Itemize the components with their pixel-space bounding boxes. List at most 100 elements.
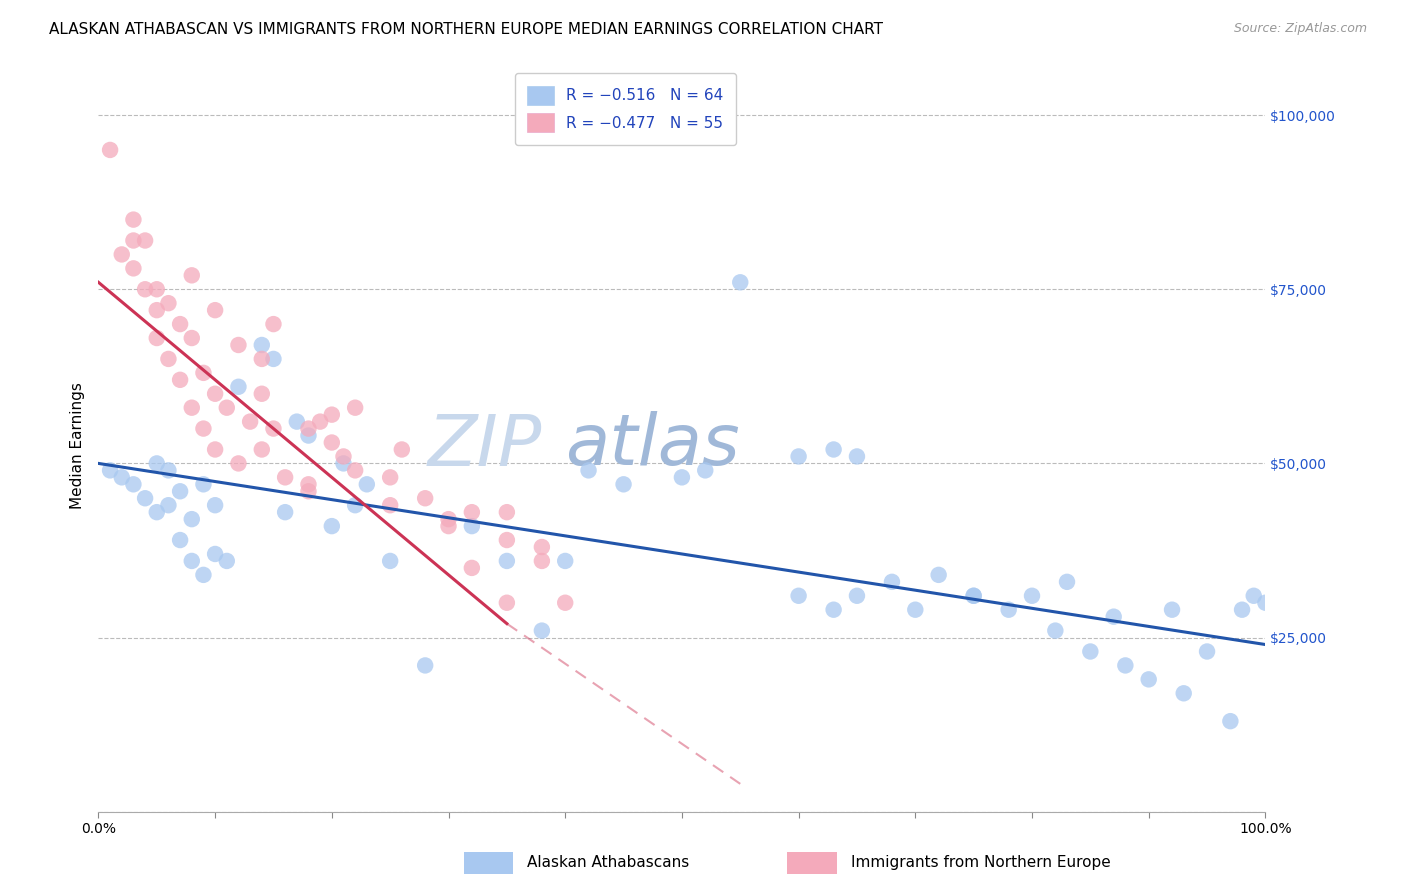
Point [380,470,402,484]
Point [297,477,319,491]
Point [122,261,145,276]
Point [250,442,273,457]
Y-axis label: Median Earnings: Median Earnings [69,383,84,509]
Point [962,589,984,603]
Point [344,401,367,415]
Point [730,275,752,289]
Point [578,463,600,477]
Point [787,589,810,603]
Point [309,415,332,429]
Point [122,234,145,248]
Point [228,380,250,394]
Point [204,303,226,318]
Point [962,589,984,603]
Text: Immigrants from Northern Europe: Immigrants from Northern Europe [851,855,1111,870]
Point [928,567,950,582]
Point [1045,624,1067,638]
Point [1161,603,1184,617]
Point [496,533,519,547]
Point [193,366,215,380]
Point [146,457,169,471]
Point [215,554,238,568]
Point [157,351,180,366]
Point [1197,644,1219,658]
Point [1102,609,1125,624]
Point [344,498,367,512]
Legend: R = −0.516   N = 64, R = −0.477   N = 55: R = −0.516 N = 64, R = −0.477 N = 55 [515,73,735,145]
Point [180,331,202,345]
Point [157,463,180,477]
Point [332,450,354,464]
Point [250,386,273,401]
Point [461,519,484,533]
Point [496,505,519,519]
Point [671,470,693,484]
Point [285,415,308,429]
Point [239,415,262,429]
Point [846,450,869,464]
Point [413,491,436,506]
Point [297,428,319,442]
Point [228,338,250,352]
Point [1230,603,1253,617]
Point [1173,686,1195,700]
Point [1254,596,1277,610]
Text: ALASKAN ATHABASCAN VS IMMIGRANTS FROM NORTHERN EUROPE MEDIAN EARNINGS CORRELATIO: ALASKAN ATHABASCAN VS IMMIGRANTS FROM NO… [49,22,883,37]
Point [391,442,413,457]
Point [380,498,402,512]
Point [1114,658,1136,673]
Point [169,533,191,547]
Text: Source: ZipAtlas.com: Source: ZipAtlas.com [1233,22,1367,36]
Point [204,442,226,457]
Point [204,498,226,512]
Point [169,484,191,499]
Point [461,561,484,575]
Point [262,421,284,435]
Point [356,477,378,491]
Point [1137,673,1160,687]
Point [134,282,156,296]
Point [228,457,250,471]
Text: ZIP: ZIP [427,411,541,481]
Point [413,658,436,673]
Point [461,505,484,519]
Point [554,596,576,610]
Point [1080,644,1102,658]
Point [111,470,134,484]
Point [612,477,634,491]
Point [695,463,717,477]
Point [98,463,121,477]
Point [204,547,226,561]
Point [146,505,169,519]
Point [297,484,319,499]
Point [146,303,169,318]
Point [496,596,519,610]
Point [274,505,297,519]
Point [321,435,343,450]
Point [146,331,169,345]
Point [880,574,903,589]
Point [437,519,460,533]
Point [180,401,202,415]
Point [169,373,191,387]
Point [1021,589,1043,603]
Point [262,317,284,331]
Point [344,463,367,477]
Point [204,386,226,401]
Text: atlas: atlas [565,411,740,481]
Point [134,491,156,506]
Point [250,351,273,366]
Point [437,512,460,526]
Point [157,498,180,512]
Point [193,421,215,435]
Point [180,512,202,526]
Point [496,554,519,568]
Point [904,603,927,617]
Point [274,470,297,484]
Point [846,589,869,603]
Point [134,234,156,248]
Point [193,567,215,582]
Text: Alaskan Athabascans: Alaskan Athabascans [527,855,689,870]
Point [215,401,238,415]
Point [98,143,121,157]
